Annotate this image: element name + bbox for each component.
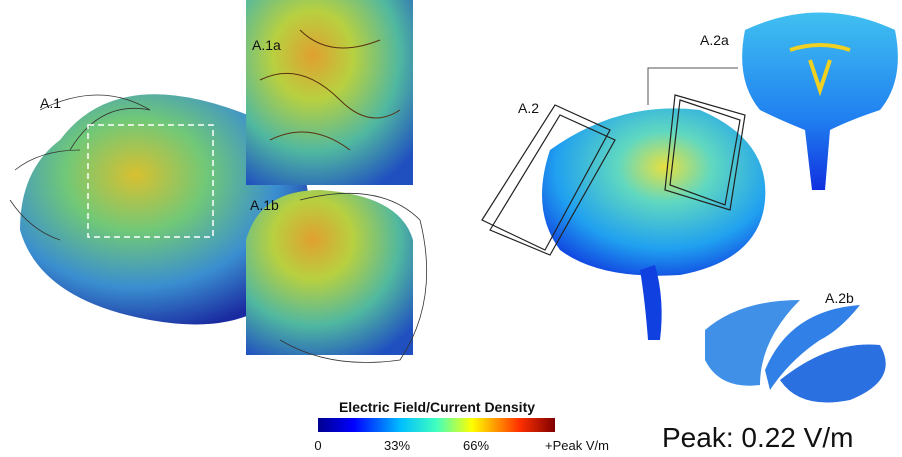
brain-a2b: [705, 300, 886, 403]
panel-label: A.2a: [700, 32, 729, 48]
colorbar-tick: 33%: [384, 438, 410, 453]
brain-a1b: [246, 190, 427, 363]
panel-label: A.1a: [252, 37, 281, 53]
panel-label: A.1: [40, 95, 61, 111]
panel-label: A.2b: [825, 290, 854, 306]
peak-label: Peak: 0.22 V/m: [662, 422, 853, 453]
brain-a2a: [742, 13, 898, 191]
colorbar-tick: 66%: [463, 438, 489, 453]
colorbar-tick: 0: [314, 438, 321, 453]
figure: A.1 A.1a A.1b A.2 A.2a A.2b Electric Fie…: [0, 0, 902, 457]
colorbar-tick: +Peak V/m: [545, 438, 609, 453]
colorbar-title: Electric Field/Current Density: [339, 399, 535, 415]
colorbar: [318, 418, 555, 432]
panel-label: A.1b: [250, 197, 279, 213]
panel-label: A.2: [518, 100, 539, 116]
brain-a1a: [246, 0, 413, 185]
